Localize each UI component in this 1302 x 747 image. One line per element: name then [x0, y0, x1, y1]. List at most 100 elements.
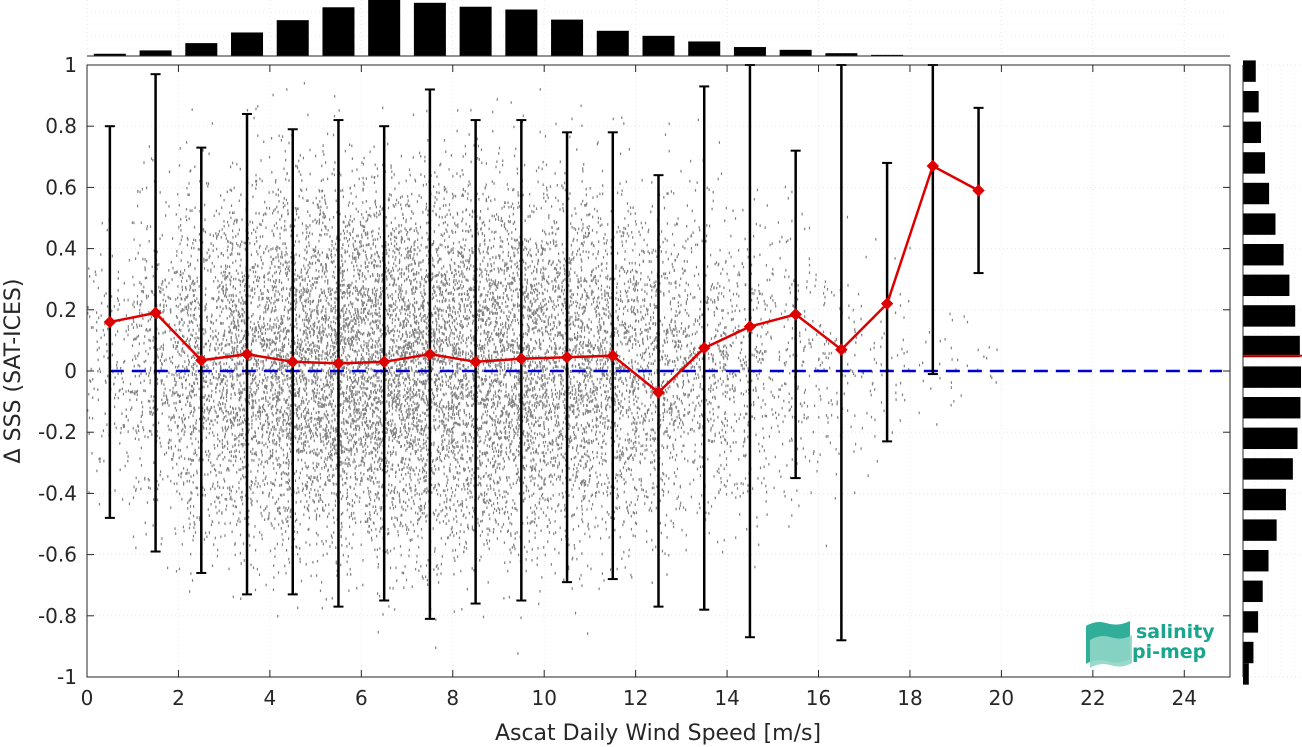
scatter-point	[356, 450, 358, 453]
scatter-point	[308, 516, 310, 520]
scatter-point	[224, 382, 226, 385]
scatter-point	[269, 327, 271, 330]
scatter-point	[215, 474, 217, 477]
scatter-point	[324, 233, 326, 236]
scatter-point	[320, 424, 322, 428]
scatter-point	[233, 277, 235, 281]
scatter-point	[318, 295, 320, 298]
scatter-point	[140, 464, 143, 467]
scatter-point	[349, 355, 351, 358]
scatter-point	[290, 345, 292, 348]
scatter-point	[251, 419, 253, 422]
scatter-point	[294, 293, 296, 297]
scatter-point	[286, 432, 288, 436]
scatter-point	[353, 397, 355, 401]
scatter-point	[342, 291, 345, 294]
scatter-point	[284, 419, 286, 422]
scatter-point	[301, 275, 303, 278]
scatter-point	[335, 355, 337, 358]
scatter-point	[287, 466, 289, 470]
scatter-point	[278, 376, 280, 379]
scatter-point	[252, 399, 254, 403]
scatter-point	[312, 363, 314, 366]
scatter-point	[340, 534, 342, 538]
scatter-point	[334, 311, 336, 314]
scatter-point	[212, 322, 214, 325]
scatter-point	[286, 549, 288, 552]
scatter-point	[251, 415, 253, 419]
scatter-point	[162, 331, 164, 335]
scatter-point	[355, 390, 357, 393]
scatter-point	[242, 502, 244, 506]
scatter-point	[317, 479, 319, 483]
scatter-point	[309, 300, 311, 303]
scatter-point	[330, 424, 332, 428]
scatter-point	[329, 293, 331, 296]
scatter-point	[237, 423, 239, 427]
scatter-point	[252, 447, 254, 451]
scatter-point	[199, 457, 201, 460]
scatter-point	[278, 278, 281, 282]
scatter-point	[256, 278, 258, 282]
scatter-point	[303, 378, 305, 382]
scatter-point	[356, 495, 358, 498]
scatter-point	[331, 288, 333, 291]
scatter-point	[271, 171, 273, 174]
scatter-point	[345, 310, 347, 314]
scatter-point	[168, 428, 170, 431]
scatter-point	[258, 296, 260, 299]
scatter-point	[181, 543, 183, 546]
scatter-point	[239, 408, 241, 412]
scatter-point	[208, 399, 210, 402]
scatter-point	[294, 206, 296, 210]
scatter-point	[176, 316, 178, 319]
scatter-point	[339, 460, 341, 463]
scatter-point	[258, 326, 260, 330]
scatter-point	[282, 348, 284, 351]
scatter-point	[250, 253, 252, 257]
scatter-point	[306, 245, 308, 249]
scatter-point	[287, 422, 289, 426]
scatter-point	[279, 247, 281, 250]
scatter-point	[267, 400, 269, 404]
scatter-point	[278, 280, 280, 284]
scatter-point	[265, 442, 267, 446]
scatter-point	[326, 335, 328, 338]
scatter-point	[334, 452, 336, 456]
scatter-point	[356, 333, 358, 336]
scatter-point	[306, 348, 308, 351]
scatter-point	[262, 344, 264, 348]
scatter-point	[325, 463, 327, 466]
scatter-point	[136, 300, 138, 304]
scatter-point	[189, 457, 191, 461]
scatter-point	[272, 451, 274, 455]
scatter-point	[311, 327, 313, 331]
scatter-point	[343, 373, 345, 377]
scatter-point	[228, 365, 230, 369]
scatter-point	[252, 339, 255, 343]
scatter-point	[222, 418, 224, 421]
scatter-point	[277, 416, 279, 420]
scatter-point	[286, 509, 288, 512]
scatter-point	[252, 296, 254, 299]
scatter-point	[214, 500, 216, 504]
scatter-point	[286, 265, 288, 269]
scatter-point	[328, 452, 330, 455]
scatter-point	[252, 403, 254, 407]
scatter-point	[357, 298, 359, 302]
scatter-point	[352, 434, 354, 437]
scatter-point	[294, 308, 296, 311]
scatter-point	[252, 566, 255, 569]
scatter-point	[305, 387, 307, 390]
scatter-point	[272, 434, 274, 437]
scatter-point	[304, 318, 306, 322]
scatter-point	[333, 412, 335, 415]
scatter-point	[133, 305, 135, 309]
scatter-point	[238, 435, 240, 438]
scatter-point	[331, 414, 333, 417]
scatter-point	[97, 398, 99, 402]
scatter-point	[202, 149, 204, 152]
scatter-point	[309, 266, 311, 269]
scatter-point	[229, 497, 231, 501]
scatter-point	[152, 336, 154, 339]
